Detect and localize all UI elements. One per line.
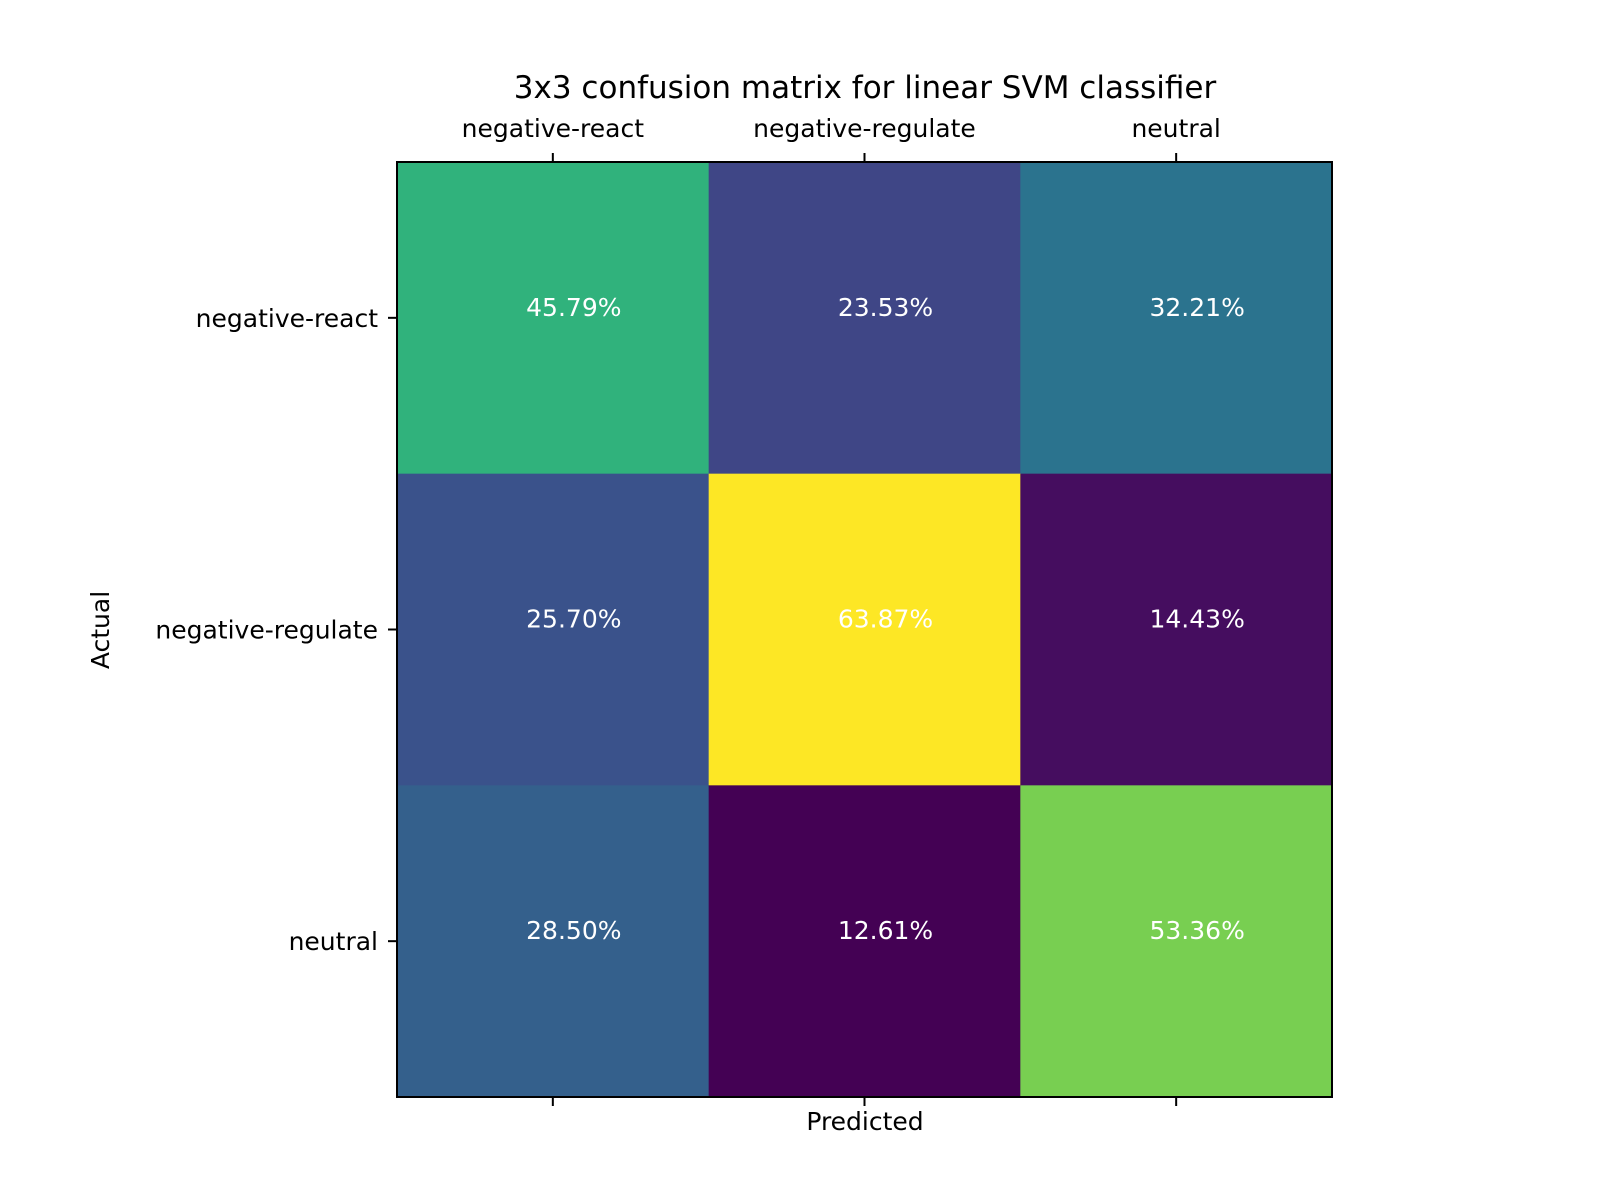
- x-tick-label-negative-regulate: negative-regulate: [753, 114, 976, 143]
- heatmap-cell-r0-c0: [397, 162, 710, 475]
- cell-value-label-r2-c0: 28.50%: [526, 916, 621, 945]
- heatmap-cell-r0-c1: [708, 162, 1021, 475]
- x-axis-label: Predicted: [806, 1107, 923, 1136]
- heatmap-cell-r1-c0: [397, 473, 710, 786]
- cell-value-label-r1-c0: 25.70%: [526, 605, 621, 634]
- heatmap-cell-r1-c1: [708, 473, 1021, 786]
- cell-value-label-r2-c1: 12.61%: [838, 916, 933, 945]
- x-tick-label-negative-react: negative-react: [462, 114, 645, 143]
- x-tick-label-neutral: neutral: [1131, 114, 1220, 143]
- cell-value-label-r0-c0: 45.79%: [526, 293, 621, 322]
- y-tick-label-negative-react: negative-react: [196, 304, 379, 333]
- y-tick-labels: negative-react negative-regulate neutral: [155, 304, 378, 956]
- heatmap-cells: [397, 162, 1333, 1098]
- heatmap-cell-r2-c0: [397, 785, 710, 1098]
- heatmap-cell-r2-c1: [708, 785, 1021, 1098]
- x-tick-labels: negative-react negative-regulate neutral: [462, 114, 1221, 143]
- axis-ticks: [388, 153, 1178, 1106]
- cell-value-label-r0-c2: 32.21%: [1150, 293, 1245, 322]
- cell-value-label-r1-c2: 14.43%: [1150, 605, 1245, 634]
- y-axis-label: Actual: [86, 591, 115, 669]
- chart-title: 3x3 confusion matrix for linear SVM clas…: [514, 70, 1217, 106]
- heatmap-cell-r2-c2: [1020, 785, 1333, 1098]
- cell-value-label-r0-c1: 23.53%: [838, 293, 933, 322]
- heatmap-cell-r1-c2: [1020, 473, 1333, 786]
- y-tick-label-neutral: neutral: [289, 927, 378, 956]
- heatmap-cell-r0-c2: [1020, 162, 1333, 475]
- cell-value-label-r2-c2: 53.36%: [1150, 916, 1245, 945]
- heatmap-cell-labels: 45.79% 23.53% 32.21% 25.70% 63.87% 14.43% 28.5…: [526, 293, 1245, 945]
- y-tick-label-negative-regulate: negative-regulate: [155, 616, 378, 645]
- cell-value-label-r1-c1: 63.87%: [838, 605, 933, 634]
